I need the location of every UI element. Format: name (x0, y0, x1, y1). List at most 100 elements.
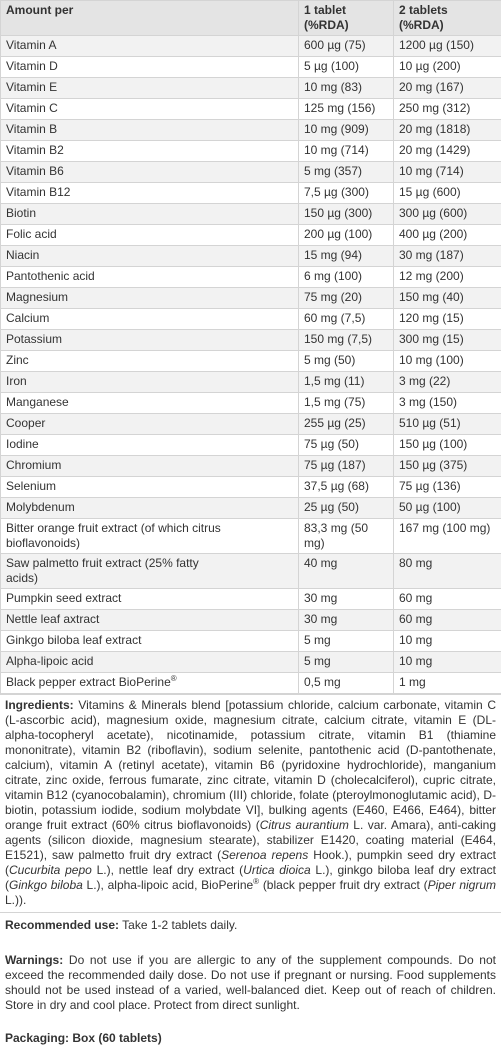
nutrient-cell: Saw palmetto fruit extract (25% fatty ac… (1, 554, 299, 589)
row: Bitter orange fruit extract (of which ci… (1, 519, 501, 554)
nutrient-cell: Alpha-lipoic acid (1, 652, 299, 673)
amount: 60 mg (7,5) (304, 311, 365, 325)
amount-cell: 120 mg (15) (394, 309, 501, 330)
nutrient-name: Chromium (6, 458, 61, 472)
amount-cell: 0,5 mg (299, 673, 394, 694)
amount: 20 mg (1818) (399, 122, 470, 136)
nutrition-table: Amount per 1 tablet(%RDA) 2 tablets(%RDA… (0, 0, 501, 694)
amount: 250 mg (312) (399, 101, 470, 115)
amount-cell: 5 mg (299, 652, 394, 673)
header-row: Amount per 1 tablet(%RDA) 2 tablets(%RDA… (1, 1, 501, 36)
nutrient-cell: Vitamin D (1, 57, 299, 78)
amount: 5 mg (357) (304, 164, 362, 178)
nutrient-name: Folic acid (6, 227, 57, 241)
amount-cell: 50 µg (100) (394, 498, 501, 519)
amount-cell: 510 µg (51) (394, 414, 501, 435)
amount-cell: 150 mg (7,5) (299, 330, 394, 351)
amount-cell: 20 mg (1429) (394, 141, 501, 162)
nutrient-name: Bitter orange fruit extract (of which ci… (6, 521, 221, 550)
amount: 60 mg (399, 612, 432, 626)
amount-cell: 300 mg (15) (394, 330, 501, 351)
amount: 75 mg (20) (304, 290, 362, 304)
nutrient-name-wrap: Vitamin E (6, 80, 57, 95)
nutrient-name: Vitamin B6 (6, 164, 64, 178)
amount: 5 mg (304, 633, 331, 647)
nutrient-cell: Selenium (1, 477, 299, 498)
amount-cell: 300 µg (600) (394, 204, 501, 225)
amount: 75 µg (136) (399, 479, 461, 493)
amount-cell: 40 mg (299, 554, 394, 589)
amount: 120 mg (15) (399, 311, 464, 325)
nutrient-name-wrap: Vitamin B6 (6, 164, 64, 179)
row: Vitamin B6 5 mg (357) 10 mg (714) (1, 162, 501, 183)
amount-cell: 10 mg (394, 652, 501, 673)
amount: 5 mg (50) (304, 353, 355, 367)
amount: 3 mg (22) (399, 374, 450, 388)
nutrient-name: Alpha-lipoic acid (6, 654, 93, 668)
nutrient-name-wrap: Vitamin B2 (6, 143, 64, 158)
nutrient-name-wrap: Black pepper extract BioPerine® (6, 675, 177, 690)
nutrient-name-wrap: Selenium (6, 479, 56, 494)
nutrient-cell: Ginkgo biloba leaf extract (1, 631, 299, 652)
amount-cell: 37,5 µg (68) (299, 477, 394, 498)
nutrient-name: Vitamin A (6, 38, 56, 52)
nutrient-name-wrap: Calcium (6, 311, 49, 326)
amount-cell: 10 mg (394, 631, 501, 652)
nutrient-name-wrap: Vitamin B12 (6, 185, 70, 200)
nutrient-cell: Calcium (1, 309, 299, 330)
nutrient-cell: Vitamin A (1, 36, 299, 57)
amount-cell: 75 µg (187) (299, 456, 394, 477)
amount: 255 µg (25) (304, 416, 366, 430)
amount: 75 µg (50) (304, 437, 359, 451)
amount: 150 µg (100) (399, 437, 467, 451)
nutrient-name: Biotin (6, 206, 36, 220)
nutrient-cell: Molybdenum (1, 498, 299, 519)
amount: 600 µg (75) (304, 38, 366, 52)
amount-cell: 25 µg (50) (299, 498, 394, 519)
amount: 10 mg (83) (304, 80, 362, 94)
registered-mark: ® (171, 674, 177, 683)
nutrient-name-wrap: Chromium (6, 458, 61, 473)
nutrient-name-wrap: Bitter orange fruit extract (of which ci… (6, 521, 231, 551)
amount: 50 µg (100) (399, 500, 461, 514)
nutrient-name-wrap: Alpha-lipoic acid (6, 654, 93, 669)
header-text: 2 tablets (399, 3, 448, 17)
amount: 30 mg (304, 591, 337, 605)
amount: 10 mg (399, 654, 432, 668)
amount-cell: 1 mg (394, 673, 501, 694)
nutrient-name-wrap: Potassium (6, 332, 62, 347)
nutrient-cell: Potassium (1, 330, 299, 351)
nutrient-cell: Vitamin B12 (1, 183, 299, 204)
amount-cell: 5 µg (100) (299, 57, 394, 78)
amount: 40 mg (304, 556, 337, 570)
nutrient-name: Selenium (6, 479, 56, 493)
text: Take 1-2 tablets daily. (122, 918, 237, 932)
nutrient-name: Vitamin D (6, 59, 58, 73)
nutrient-cell: Manganese (1, 393, 299, 414)
amount: 83,3 mg (50 mg) (304, 521, 368, 550)
nutrient-cell: Zinc (1, 351, 299, 372)
amount: 1,5 mg (11) (304, 374, 364, 388)
row: Saw palmetto fruit extract (25% fatty ac… (1, 554, 501, 589)
amount-cell: 10 mg (83) (299, 78, 394, 99)
nutrient-name: Iodine (6, 437, 39, 451)
amount: 10 mg (714) (399, 164, 464, 178)
amount: 300 mg (15) (399, 332, 464, 346)
amount-cell: 255 µg (25) (299, 414, 394, 435)
nutrient-name: Vitamin B12 (6, 185, 70, 199)
nutrient-name-wrap: Vitamin B (6, 122, 57, 137)
amount: 7,5 µg (300) (304, 185, 369, 199)
amount: 10 µg (200) (399, 59, 461, 73)
text: Packaging: Box (60 tablets) (5, 1031, 162, 1045)
amount-cell: 3 mg (150) (394, 393, 501, 414)
row: Molybdenum 25 µg (50) 50 µg (100) (1, 498, 501, 519)
amount: 25 µg (50) (304, 500, 359, 514)
amount-cell: 75 µg (50) (299, 435, 394, 456)
page: Supplement facts {"table":{ "header":{"l… (0, 0, 501, 1015)
